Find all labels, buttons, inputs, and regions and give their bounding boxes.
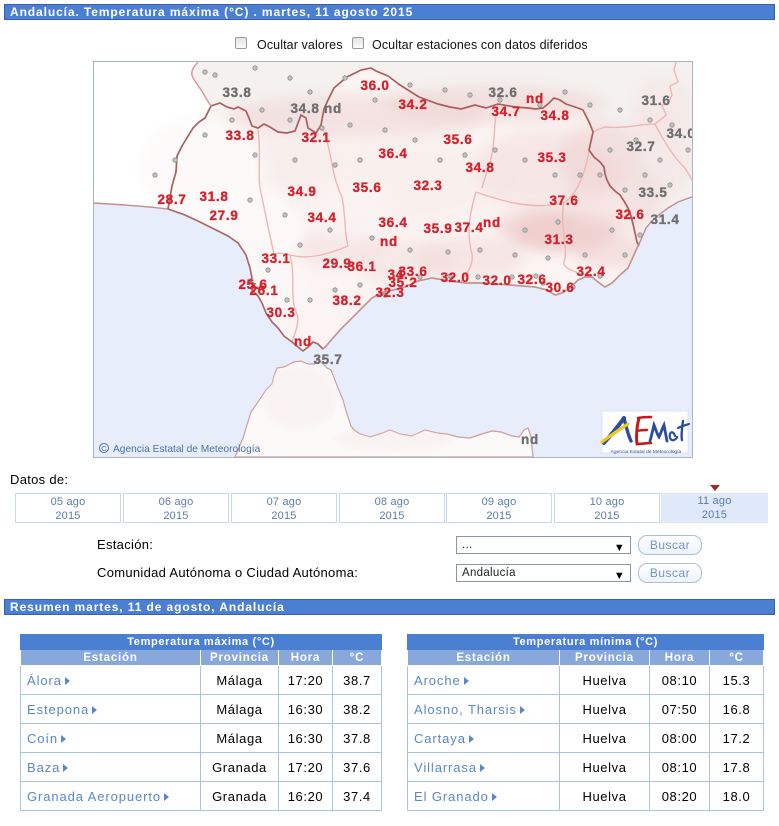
svg-text:34.4: 34.4 [307, 210, 336, 225]
svg-text:35.6: 35.6 [443, 132, 472, 147]
svg-text:32.7: 32.7 [626, 139, 655, 154]
svg-text:nd: nd [483, 215, 501, 230]
svg-text:32.4: 32.4 [576, 264, 605, 279]
svg-text:25.6: 25.6 [238, 277, 267, 292]
svg-text:36.4: 36.4 [378, 146, 407, 161]
svg-text:37.6: 37.6 [549, 193, 578, 208]
svg-text:34.0: 34.0 [666, 126, 692, 141]
svg-text:nd: nd [526, 91, 544, 106]
svg-text:28.7: 28.7 [157, 192, 186, 207]
svg-text:30.6: 30.6 [545, 280, 574, 295]
svg-text:36.4: 36.4 [378, 215, 407, 230]
svg-text:nd: nd [380, 234, 398, 249]
svg-text:32.6: 32.6 [488, 85, 517, 100]
svg-text:31.3: 31.3 [544, 232, 573, 247]
svg-text:38.2: 38.2 [332, 293, 361, 308]
svg-text:29.9: 29.9 [322, 256, 351, 271]
svg-text:34.9: 34.9 [287, 184, 316, 199]
svg-text:35.7: 35.7 [313, 352, 342, 367]
svg-text:32.1: 32.1 [301, 130, 330, 145]
svg-text:30.3: 30.3 [266, 305, 295, 320]
svg-text:Agencia Estatal de Meteorologí: Agencia Estatal de Meteorología [611, 449, 682, 455]
svg-text:33.5: 33.5 [638, 185, 667, 200]
svg-text:nd: nd [324, 101, 342, 116]
svg-text:C: C [101, 444, 107, 453]
svg-text:31.4: 31.4 [650, 212, 679, 227]
svg-text:26.1: 26.1 [249, 283, 278, 298]
svg-text:32.6: 32.6 [517, 272, 546, 287]
svg-text:27.9: 27.9 [209, 208, 238, 223]
svg-text:nd: nd [294, 334, 312, 349]
svg-text:32.3: 32.3 [375, 285, 404, 300]
svg-text:34.8: 34.8 [465, 160, 494, 175]
svg-text:34.: 34. [388, 267, 409, 282]
svg-text:32.6: 32.6 [615, 207, 644, 222]
svg-text:36.1: 36.1 [347, 259, 376, 274]
svg-text:35.6: 35.6 [352, 180, 381, 195]
svg-text:37.4: 37.4 [454, 220, 483, 235]
svg-text:32.0: 32.0 [482, 273, 511, 288]
svg-text:36.0: 36.0 [360, 78, 389, 93]
svg-text:Agencia Estatal de Meteorologí: Agencia Estatal de Meteorología [113, 444, 261, 455]
svg-text:35.3: 35.3 [537, 150, 566, 165]
svg-text:35.2: 35.2 [388, 275, 417, 290]
svg-text:32.0: 32.0 [440, 270, 469, 285]
svg-text:31.8: 31.8 [199, 189, 228, 204]
svg-text:35.9: 35.9 [423, 221, 452, 236]
svg-text:33.1: 33.1 [261, 251, 290, 266]
svg-text:33.8: 33.8 [225, 128, 254, 143]
svg-text:34.7: 34.7 [491, 104, 520, 119]
svg-text:nd: nd [521, 432, 539, 447]
svg-text:32.3: 32.3 [413, 178, 442, 193]
svg-text:34.8: 34.8 [290, 101, 319, 116]
svg-text:34.2: 34.2 [398, 97, 427, 112]
svg-text:33.6: 33.6 [398, 264, 427, 279]
svg-text:34.8: 34.8 [540, 108, 569, 123]
svg-text:31.6: 31.6 [641, 93, 670, 108]
svg-text:33.8: 33.8 [222, 85, 251, 100]
